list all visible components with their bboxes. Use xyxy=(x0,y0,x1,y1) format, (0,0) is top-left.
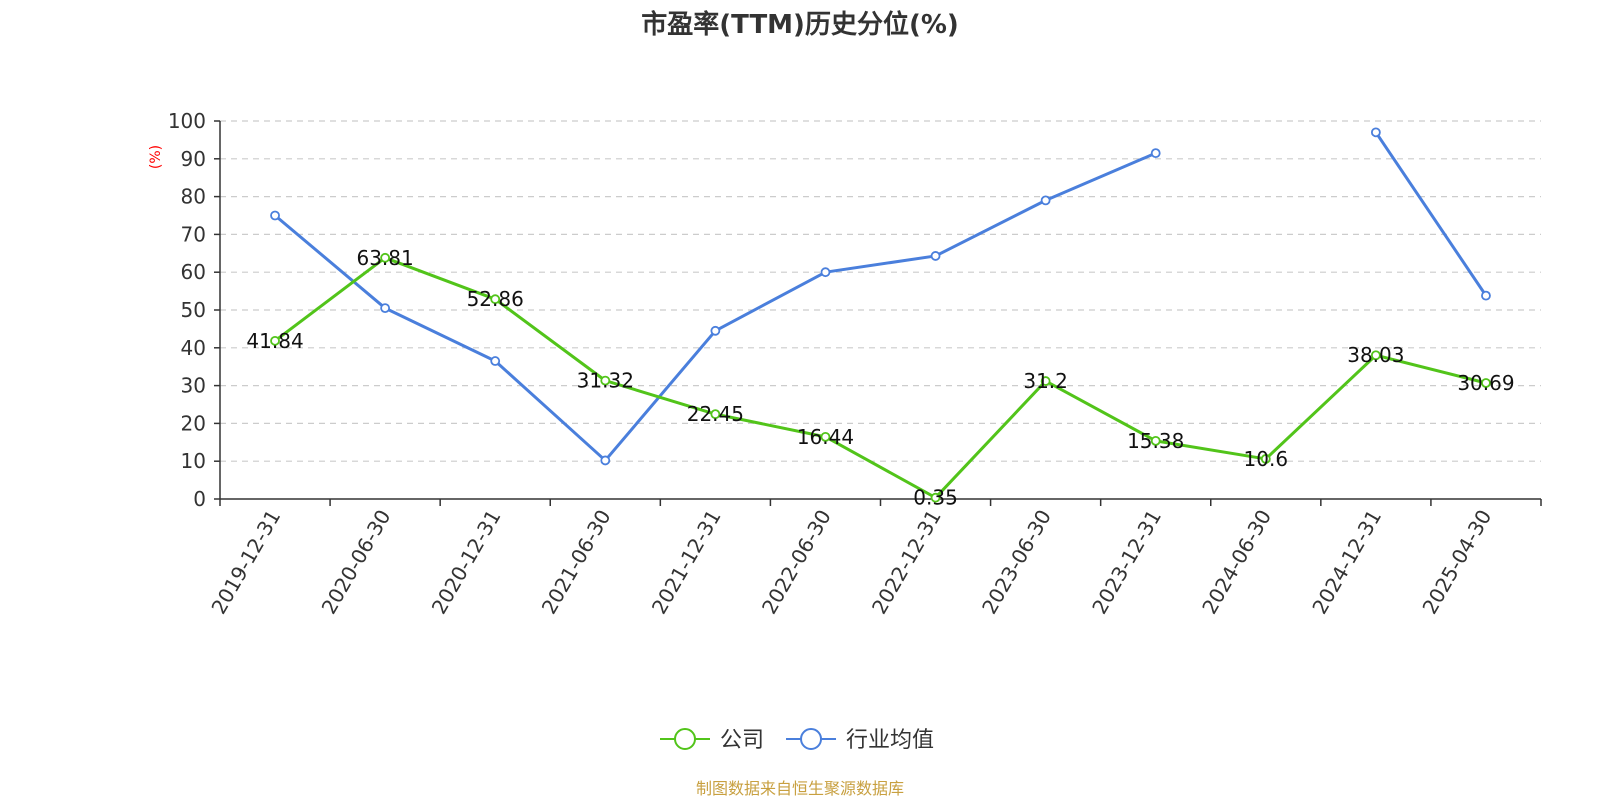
data-label-2024-06-30: 10.6 xyxy=(1244,447,1289,471)
y-tick-label-10: 10 xyxy=(181,449,206,473)
y-tick-label-0: 0 xyxy=(193,487,206,511)
x-tick-label-2025-04-30: 2025-04-30 xyxy=(1417,506,1496,619)
series-1 xyxy=(270,127,1491,466)
series-0-point-2023-06-30 xyxy=(1040,376,1051,386)
chart-title: 市盈率(TTM)历史分位(%) xyxy=(641,9,959,40)
series-1-point-2024-12-31 xyxy=(1370,127,1381,138)
y-tick-label-80: 80 xyxy=(181,185,206,209)
legend[interactable]: 公司 行业均值 xyxy=(660,728,934,753)
series-1-point-2020-06-30 xyxy=(380,303,391,314)
series-layer xyxy=(270,127,1491,503)
legend-marker-1 xyxy=(800,728,823,750)
series-1-point-2022-06-30 xyxy=(820,267,831,278)
y-tick-label-90: 90 xyxy=(181,147,206,171)
data-label-2019-12-31: 41.84 xyxy=(246,329,303,353)
y-tick-label-70: 70 xyxy=(181,222,206,246)
series-0-point-2022-12-31 xyxy=(930,492,941,503)
series-0-point-2021-12-31 xyxy=(710,409,721,420)
y-tick-label-20: 20 xyxy=(181,411,206,435)
series-0-point-2023-12-31 xyxy=(1150,435,1161,446)
series-1-point-2023-06-30 xyxy=(1040,195,1051,206)
data-label-2021-12-31: 22.45 xyxy=(687,402,744,426)
data-label-2023-06-30: 31.2 xyxy=(1023,369,1068,393)
data-label-2022-12-31: 0.35 xyxy=(913,486,958,510)
data-label-2024-12-31: 38.03 xyxy=(1347,343,1404,367)
x-tick-label-2020-12-31: 2020-12-31 xyxy=(427,506,506,619)
x-tick-label-2021-06-30: 2021-06-30 xyxy=(537,506,616,619)
data-labels: 41.84 63.81 52.86 31.32 22.45 16.44 0.35 31.2 15… xyxy=(246,246,1514,510)
data-label-2021-06-30: 31.32 xyxy=(577,369,634,393)
series-1-point-2025-04-30 xyxy=(1481,290,1491,301)
grid-lines xyxy=(220,120,1541,462)
legend-label-0: 公司 xyxy=(720,728,764,753)
x-tick-label-2022-12-31: 2022-12-31 xyxy=(867,506,946,619)
series-0-point-2020-12-31 xyxy=(490,294,501,305)
legend-item-0[interactable]: 公司 xyxy=(660,728,764,753)
x-tick-label-2021-12-31: 2021-12-31 xyxy=(647,506,726,619)
data-label-2020-06-30: 63.81 xyxy=(356,246,413,270)
data-label-2023-12-31: 15.38 xyxy=(1127,429,1184,453)
series-0-point-2021-06-30 xyxy=(600,375,611,386)
y-tick-label-50: 50 xyxy=(181,298,206,322)
x-tick-label-2023-06-30: 2023-06-30 xyxy=(977,506,1056,619)
x-tick-label-2023-12-31: 2023-12-31 xyxy=(1087,506,1166,619)
y-tick-label-40: 40 xyxy=(181,336,206,360)
legend-item-1[interactable]: 行业均值 xyxy=(786,728,934,753)
series-1-point-2019-12-31 xyxy=(270,210,280,221)
legend-label-1: 行业均值 xyxy=(846,728,934,753)
axes: 0 10 20 30 40 50 60 70 80 90 100 2019-12-31 2020-06-… xyxy=(168,109,1542,619)
data-label-2022-06-30: 16.44 xyxy=(797,425,854,449)
series-0-point-2019-12-31 xyxy=(270,335,280,346)
series-0-point-2025-04-30 xyxy=(1481,378,1491,388)
series-0-point-2024-06-30 xyxy=(1260,454,1271,464)
source-note: 制图数据来自恒生聚源数据库 xyxy=(696,779,904,798)
x-tick-label-2024-06-30: 2024-06-30 xyxy=(1197,506,1276,619)
x-tick-label-2020-06-30: 2020-06-30 xyxy=(317,506,396,619)
series-1-point-2022-12-31 xyxy=(930,251,941,261)
y-tick-label-60: 60 xyxy=(181,260,206,284)
series-1-point-2021-12-31 xyxy=(710,325,721,336)
series-1-point-2021-06-30 xyxy=(600,455,611,466)
x-tick-label-2019-12-31: 2019-12-31 xyxy=(206,506,285,619)
series-0-point-2020-06-30 xyxy=(380,252,391,263)
data-label-2020-12-31: 52.86 xyxy=(467,287,524,311)
legend-marker-0 xyxy=(674,728,696,750)
series-0 xyxy=(270,252,1491,503)
y-tick-label-100: 100 xyxy=(168,109,206,133)
series-1-point-2023-12-31 xyxy=(1150,148,1161,159)
series-0-point-2024-12-31 xyxy=(1370,350,1381,361)
y-axis-unit-label: (%) xyxy=(148,145,164,169)
x-tick-label-2022-06-30: 2022-06-30 xyxy=(757,506,836,619)
y-tick-label-30: 30 xyxy=(181,374,206,398)
series-0-line-0 xyxy=(274,256,1487,500)
series-0-point-2022-06-30 xyxy=(820,431,831,442)
series-1-line-1 xyxy=(1374,131,1488,297)
data-label-2025-04-30: 30.69 xyxy=(1457,371,1514,395)
x-tick-label-2024-12-31: 2024-12-31 xyxy=(1307,506,1386,619)
series-1-point-2020-12-31 xyxy=(490,356,501,366)
